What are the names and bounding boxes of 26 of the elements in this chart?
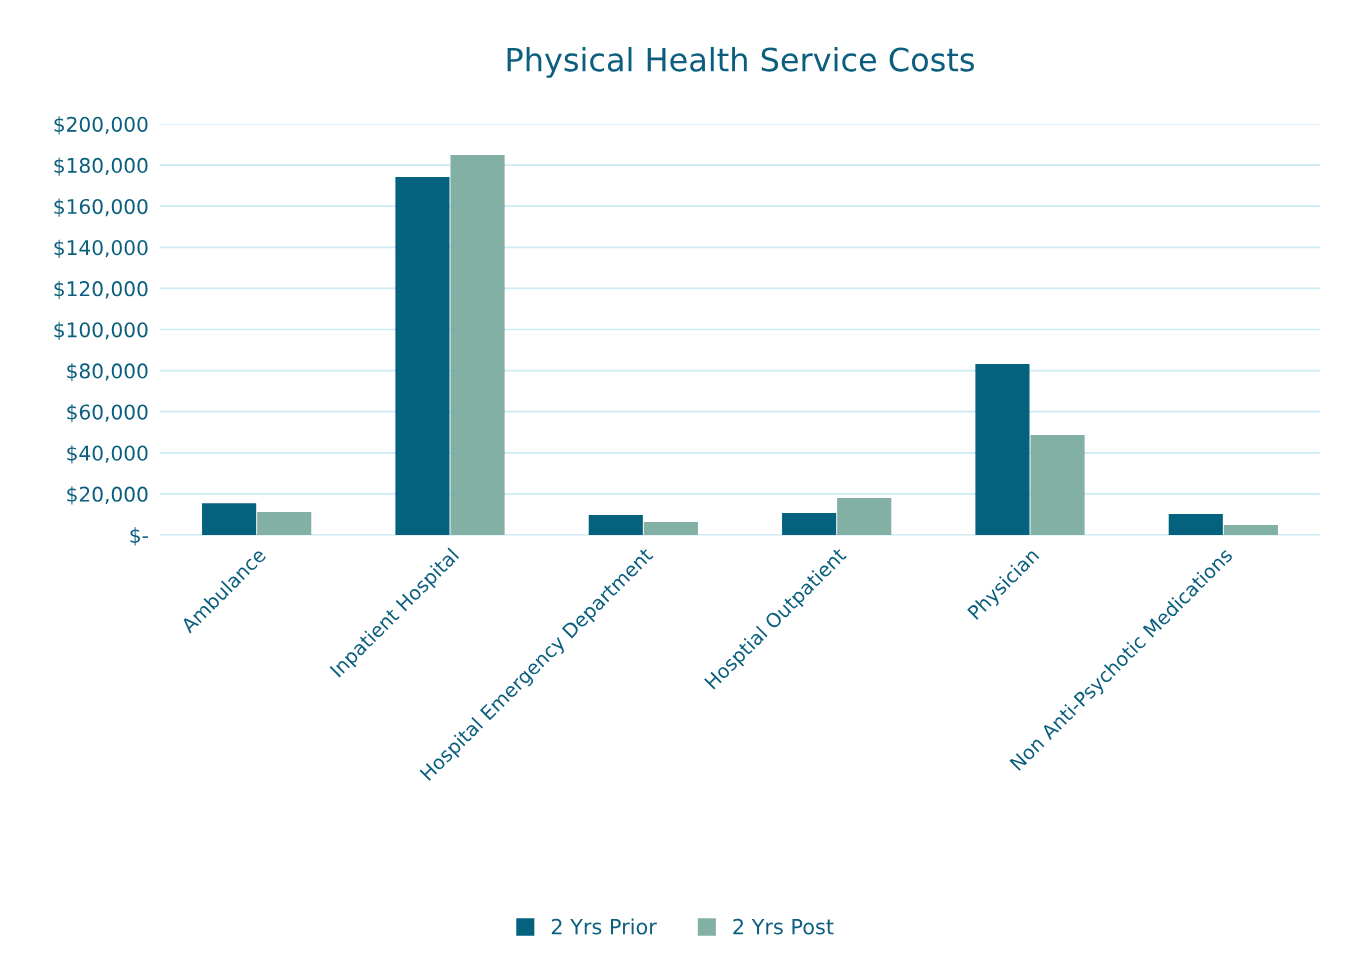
bar — [450, 155, 505, 535]
y-tick-label: $20,000 — [67, 486, 148, 505]
bar — [837, 498, 892, 535]
y-tick-label: $60,000 — [67, 404, 148, 423]
legend-label: 2 Yrs Prior — [551, 918, 657, 935]
y-tick-label: $200,000 — [54, 116, 148, 135]
y-tick-label: $80,000 — [67, 362, 148, 382]
y-tick-label: $100,000 — [54, 321, 148, 341]
y-tick-label: $120,000 — [54, 280, 148, 300]
bar — [1223, 524, 1278, 535]
bar — [975, 364, 1030, 535]
y-tick-label: $180,000 — [54, 157, 148, 176]
y-tick-label: $140,000 — [54, 239, 148, 258]
bar — [1168, 514, 1223, 535]
bar — [257, 511, 312, 535]
bar — [202, 503, 257, 535]
bar — [643, 522, 698, 535]
bar — [782, 513, 837, 535]
bar — [588, 515, 643, 535]
bar — [1030, 434, 1085, 535]
y-tick-label: $- — [130, 527, 148, 546]
y-tick-label: $160,000 — [54, 198, 148, 217]
bar — [395, 177, 450, 535]
chart-title: Physical Health Service Costs — [507, 46, 974, 78]
y-tick-label: $40,000 — [67, 445, 148, 464]
legend-label: 2 Yrs Post — [733, 918, 834, 935]
